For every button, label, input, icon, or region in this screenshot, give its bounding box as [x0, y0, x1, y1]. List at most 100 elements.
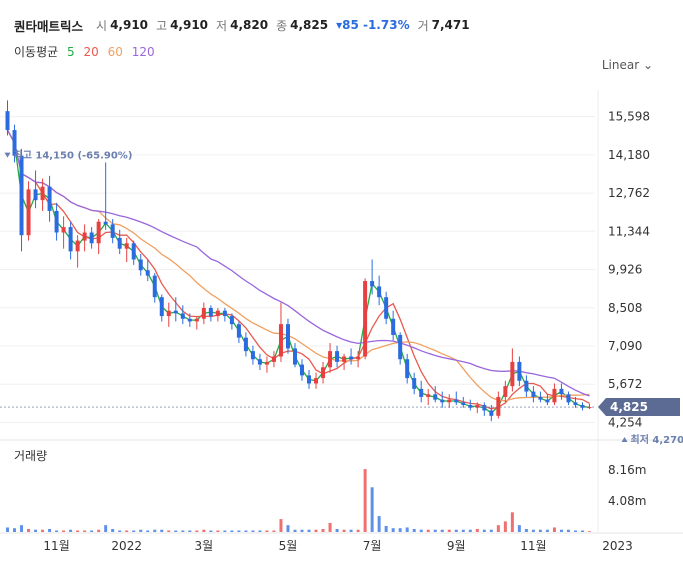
price-tick-label: 5,672	[608, 377, 642, 391]
volume-bar	[447, 529, 451, 532]
stock-header: 퀀타매트릭스 시 4,910 고 4,910 저 4,820 종 4,825 ▾…	[14, 10, 478, 40]
volume-bar	[265, 530, 269, 532]
last-price-label: 4,825	[610, 400, 648, 414]
volume-bar	[62, 530, 66, 532]
close-label: 종	[276, 18, 288, 33]
candle-body	[173, 310, 178, 314]
candle-body	[552, 388, 557, 403]
candle-body	[250, 351, 255, 360]
volume-bar	[293, 529, 297, 532]
candle-body	[496, 396, 501, 416]
x-tick-label: 2022	[111, 539, 142, 553]
volume-bar	[97, 529, 101, 532]
candle-body	[433, 394, 438, 400]
candle-body	[363, 281, 368, 357]
candle-body	[307, 375, 312, 384]
volume-bar	[125, 530, 129, 532]
volume-label: 거	[417, 18, 429, 33]
x-tick-label: 3월	[194, 539, 213, 553]
candle-body	[503, 386, 508, 397]
candle-body	[201, 307, 206, 319]
volume-bar	[34, 529, 38, 532]
candle-body	[110, 224, 115, 238]
scale-toggle-button[interactable]: Linear ⌄	[601, 58, 653, 72]
candle-body	[131, 243, 136, 260]
ma-120-label: 120	[131, 45, 155, 59]
volume-bar	[202, 529, 206, 532]
candle-body	[68, 227, 73, 252]
candle-body	[33, 189, 38, 201]
low-annotation: 최저 4,270 (13.00%)	[631, 433, 683, 446]
volume-bar	[328, 522, 332, 532]
candle-body	[314, 378, 319, 384]
volume-bar	[153, 529, 157, 532]
high-marker-icon	[4, 152, 11, 158]
volume-bar	[342, 529, 346, 532]
volume-bar	[300, 529, 304, 532]
candle-body	[82, 232, 87, 241]
volume-bar	[461, 529, 465, 532]
candle-body	[510, 361, 515, 387]
candle-body	[285, 324, 290, 349]
candle-body	[489, 410, 494, 416]
volume-bar	[307, 529, 311, 532]
candle-body	[328, 351, 333, 368]
x-tick-label: 2023	[602, 539, 633, 553]
price-tick-label: 15,598	[608, 110, 650, 124]
candle-body	[419, 388, 424, 397]
volume-bar	[111, 528, 115, 532]
candle-body	[349, 356, 354, 360]
candle-body	[166, 310, 171, 317]
volume-bar	[538, 529, 542, 532]
candle-body	[566, 394, 571, 403]
volume-bar	[90, 530, 94, 532]
open-value: 4,910	[110, 18, 149, 32]
candle-body	[391, 318, 396, 335]
price-tick-label: 4,254	[608, 415, 642, 429]
candle-body	[103, 221, 108, 225]
close-value: 4,825	[290, 18, 329, 32]
candle-body	[40, 186, 45, 201]
price-change: ▾85 -1.73%	[336, 18, 410, 32]
volume-bar	[419, 529, 423, 532]
volume-bar	[69, 529, 73, 532]
moving-average-legend[interactable]: 이동평균 5 20 60 120	[14, 43, 160, 60]
candle-body	[236, 324, 241, 338]
volume-bar	[398, 528, 402, 532]
candle-body	[300, 364, 305, 376]
high-label: 고	[156, 18, 168, 33]
candle-body	[124, 243, 129, 249]
volume-bar	[244, 530, 248, 532]
candle-body	[573, 402, 578, 406]
volume-bar	[580, 530, 584, 532]
low-marker-icon	[621, 437, 628, 443]
candle-body	[75, 240, 80, 252]
candle-body	[531, 391, 536, 397]
candle-body	[61, 227, 66, 233]
candle-body	[257, 359, 262, 365]
volume-bar	[230, 530, 234, 532]
candle-body	[222, 310, 227, 317]
volume-bar	[524, 528, 528, 532]
volume-bar	[258, 530, 262, 532]
volume-bar	[174, 530, 178, 532]
volume-bar	[321, 528, 325, 532]
volume-bar	[510, 512, 514, 532]
volume-bar	[188, 530, 192, 532]
volume-bar	[118, 530, 122, 532]
candle-body	[454, 399, 459, 403]
volume-bar	[314, 529, 318, 532]
volume-bar	[391, 528, 395, 532]
volume-bar	[48, 528, 52, 532]
candle-body	[398, 334, 403, 360]
volume-bar	[160, 529, 164, 532]
candle-body	[264, 361, 269, 365]
candle-body	[475, 405, 480, 408]
volume-bar	[104, 525, 108, 532]
volume-bar	[454, 529, 458, 532]
ma-5-label: 5	[67, 45, 75, 59]
candle-body	[321, 367, 326, 379]
price-tick-label: 8,508	[608, 301, 642, 315]
volume-bar	[482, 529, 486, 532]
